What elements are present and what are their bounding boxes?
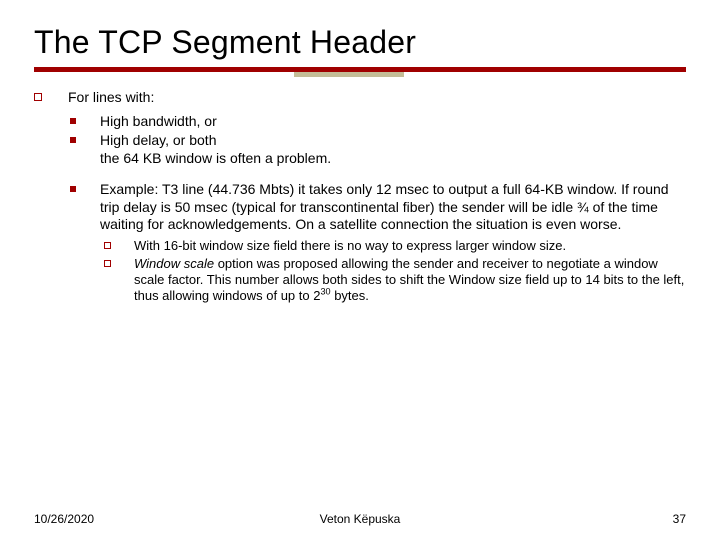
emph: Window scale	[134, 256, 214, 271]
rule-accent	[294, 72, 404, 77]
footer-page: 37	[673, 512, 686, 526]
square-fill-icon	[68, 113, 100, 131]
footer-author: Veton Këpuska	[0, 512, 720, 526]
lvl1-text: For lines with:	[68, 89, 686, 107]
list-item: High bandwidth, or	[68, 113, 686, 131]
slide-footer: Veton Këpuska 10/26/2020 37	[0, 512, 720, 526]
example-text: Example: T3 line (44.736 Mbts) it takes …	[100, 181, 669, 232]
title-rule	[34, 67, 686, 77]
line: the 64 KB window is often a problem.	[100, 150, 331, 166]
list-item: High delay, or both the 64 KB window is …	[68, 132, 686, 167]
text: option was proposed allowing the sender …	[134, 256, 684, 304]
square-fill-icon	[68, 181, 100, 307]
square-open-icon	[34, 89, 68, 107]
square-open-icon	[100, 238, 134, 254]
list-item: Example: T3 line (44.736 Mbts) it takes …	[68, 181, 686, 307]
lvl3-text: With 16-bit window size field there is n…	[134, 238, 686, 254]
lvl3-text: Window scale option was proposed allowin…	[134, 256, 686, 305]
square-fill-icon	[68, 132, 100, 167]
list-item: With 16-bit window size field there is n…	[100, 238, 686, 254]
text: bytes.	[331, 288, 369, 303]
lvl2-text: High bandwidth, or	[100, 113, 686, 131]
exponent: 30	[320, 287, 330, 297]
line: High delay, or both	[100, 132, 216, 148]
slide: The TCP Segment Header For lines with: H…	[0, 0, 720, 540]
list-item: For lines with:	[34, 89, 686, 107]
slide-body: For lines with: High bandwidth, or High …	[34, 89, 686, 307]
lvl2-text: Example: T3 line (44.736 Mbts) it takes …	[100, 181, 686, 307]
slide-title: The TCP Segment Header	[34, 24, 686, 61]
lvl2-text: High delay, or both the 64 KB window is …	[100, 132, 686, 167]
list-item: Window scale option was proposed allowin…	[100, 256, 686, 305]
square-open-icon	[100, 256, 134, 305]
footer-date: 10/26/2020	[34, 512, 94, 526]
